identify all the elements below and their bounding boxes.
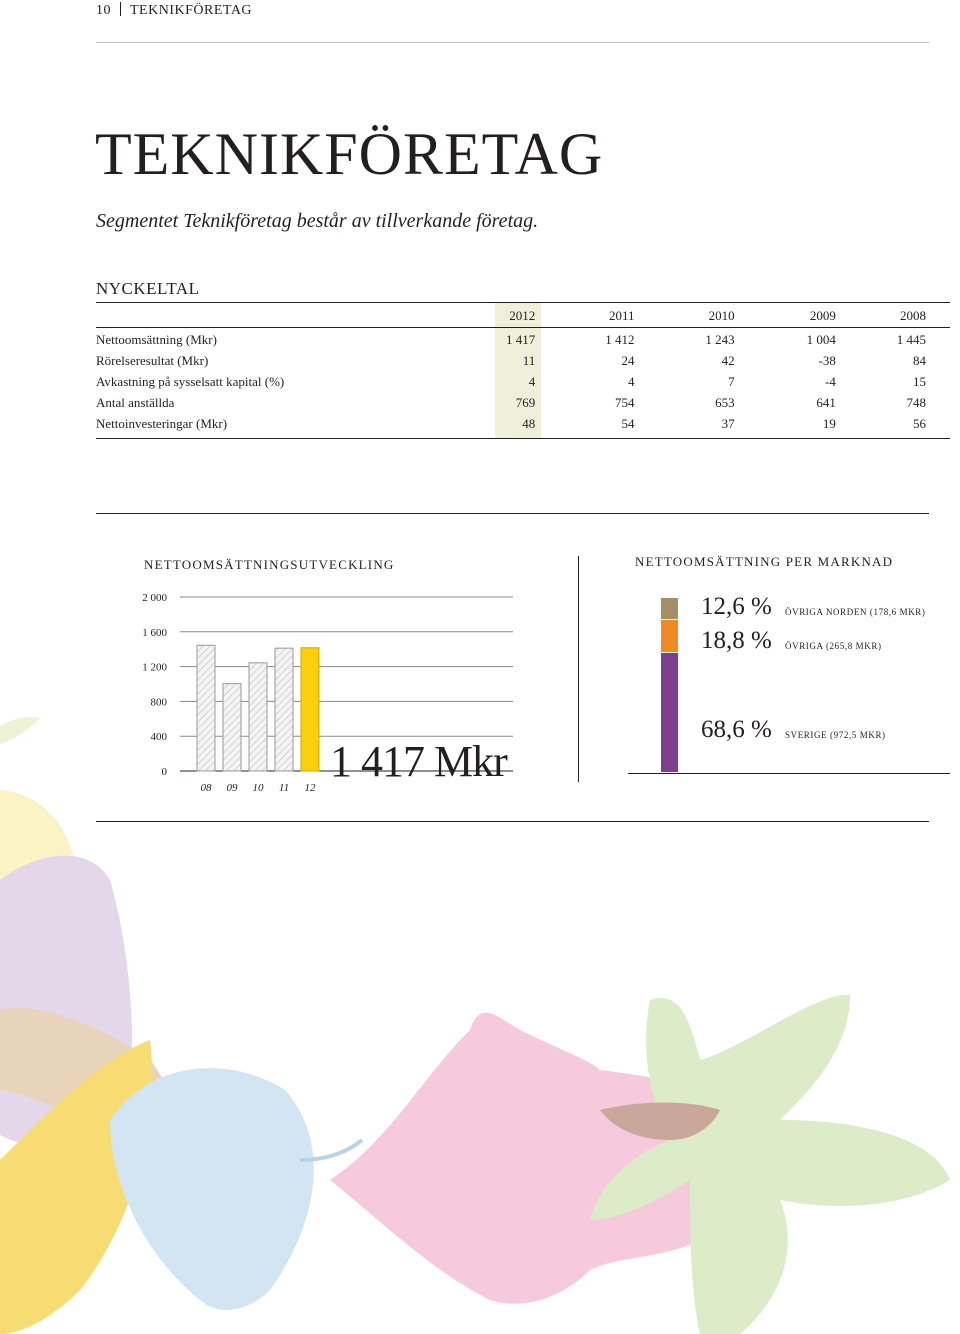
row-label: Avkastning på sysselsatt kapital (%)	[96, 373, 285, 389]
bar	[274, 647, 294, 772]
x-tick-label: 10	[253, 782, 265, 794]
sales-development-chart: 2 000 1 600 1 200 800 400 0 08 09 10 11 12	[142, 592, 513, 794]
market-segment-percent: 68,6 %	[701, 716, 772, 743]
yellow-leaf-top-left	[0, 717, 40, 744]
table-row: Rörelseresultat (Mkr) 11 24 42 -38 84	[96, 350, 926, 371]
x-tick-label: 12	[305, 782, 317, 794]
table-cell: 1 243	[705, 331, 735, 347]
market-segment-label: Övriga Norden (178,6 Mkr)	[785, 607, 926, 617]
y-tick-label: 2 000	[142, 592, 167, 604]
y-tick-label: 800	[151, 696, 168, 708]
table-header-rule	[96, 327, 950, 328]
table-row: Antal anställda 769 754 653 641 748	[96, 392, 926, 413]
table-cell: -4	[825, 373, 836, 389]
market-segment-bar	[661, 620, 678, 652]
pink-leaf	[330, 1012, 713, 1304]
row-label: Nettoinvesteringar (Mkr)	[96, 415, 228, 431]
table-cell: 7	[728, 373, 735, 389]
header-separator	[120, 2, 121, 16]
table-cell: 1 445	[896, 331, 926, 347]
table-cell: -38	[818, 352, 836, 368]
key-figures-title: NYCKELTAL	[96, 279, 200, 298]
table-cell: 1 417	[506, 331, 536, 347]
y-tick-label: 400	[151, 731, 168, 743]
year-header: 2011	[608, 307, 635, 323]
market-sales-title: NETTOOMSÄTTNING PER MARKNAD	[635, 554, 894, 569]
header-rule	[96, 42, 929, 43]
running-header: 10 TEKNIKFÖRETAG	[96, 2, 252, 19]
table-cell: 4	[528, 373, 536, 389]
table-bottom-rule	[96, 438, 950, 439]
table-cell: 15	[913, 373, 926, 389]
market-segment-label: Sverige (972,5 Mkr)	[785, 730, 886, 740]
row-label: Rörelseresultat (Mkr)	[96, 352, 209, 368]
market-segment-percent: 12,6 %	[701, 593, 772, 620]
bar	[196, 644, 216, 772]
year-header: 2010	[708, 307, 735, 323]
table-cell: 24	[621, 352, 635, 368]
year-header: 2008	[900, 307, 926, 323]
table-cell: 54	[621, 415, 635, 431]
bar	[222, 683, 242, 772]
market-segment-bar	[661, 598, 678, 620]
table-cell: 1 004	[806, 331, 836, 347]
table-cell: 4	[627, 373, 635, 389]
table-cell: 769	[515, 394, 536, 410]
table-row: Avkastning på sysselsatt kapital (%) 4 4…	[96, 371, 926, 392]
table-top-rule	[96, 302, 950, 303]
intro-text: Segmentet Teknikföretag består av tillve…	[96, 210, 539, 232]
table-cell: 48	[522, 415, 536, 431]
yellow-leaf-large	[0, 1040, 153, 1334]
page-title: TEKNIKFÖRETAG	[95, 121, 604, 187]
green-leaf	[590, 994, 950, 1334]
key-figures-table: 2012 2011 2010 2009 2008 Nettoomsättning…	[96, 304, 926, 434]
table-cell: 84	[913, 352, 926, 368]
blue-leaf	[110, 1068, 314, 1311]
table-cell: 56	[913, 415, 926, 431]
y-tick-label: 1 200	[142, 662, 167, 674]
table-row: Nettoinvesteringar (Mkr) 48 54 37 19 56	[96, 413, 926, 434]
table-cell: 754	[614, 394, 635, 410]
table-header-empty	[96, 304, 501, 327]
bar-highlight	[300, 647, 320, 772]
table-header-row: 2012 2011 2010 2009 2008	[96, 304, 926, 327]
x-tick-label: 08	[201, 782, 213, 794]
table-row: Nettoomsättning (Mkr) 1 417 1 412 1 243 …	[96, 327, 926, 350]
market-segment-bar	[661, 652, 678, 772]
x-tick-label: 11	[279, 782, 289, 794]
row-label: Antal anställda	[96, 394, 175, 410]
table-cell: 37	[721, 415, 735, 431]
x-tick-label: 09	[227, 782, 239, 794]
market-segment-label: Övriga (265,8 Mkr)	[785, 641, 882, 651]
table-cell: 641	[816, 394, 836, 410]
current-sales-value: 1 417 Mkr	[330, 737, 508, 786]
market-segment-percent: 18,8 %	[701, 627, 772, 654]
blue-stem	[299, 1138, 364, 1162]
table-cell: 11	[522, 352, 536, 368]
row-label: Nettoomsättning (Mkr)	[96, 331, 217, 347]
market-breakdown: 12,6 % Övriga Norden (178,6 Mkr) 18,8 % Övr…	[628, 590, 958, 780]
table-cell: 748	[906, 394, 927, 410]
year-header: 2009	[809, 307, 836, 323]
table-cell: 42	[721, 352, 735, 368]
bar	[248, 662, 268, 772]
table-cell: 19	[822, 415, 836, 431]
page-number: 10	[96, 3, 111, 18]
section-bottom-rule	[96, 821, 929, 822]
section-top-rule	[96, 513, 929, 514]
year-header: 2012	[509, 307, 536, 323]
table-cell: 1 412	[605, 331, 635, 347]
header-section-name: TEKNIKFÖRETAG	[130, 3, 253, 18]
table-cell: 653	[715, 394, 735, 410]
y-tick-label: 0	[162, 766, 168, 778]
section-vertical-divider	[578, 556, 579, 782]
current-year-highlight	[495, 303, 541, 438]
market-baseline	[628, 773, 950, 774]
y-tick-label: 1 600	[142, 627, 167, 639]
brown-leaf-overlap	[600, 1102, 720, 1140]
sales-development-title: NETTOOMSÄTTNINGSUTVECKLING	[144, 557, 395, 572]
